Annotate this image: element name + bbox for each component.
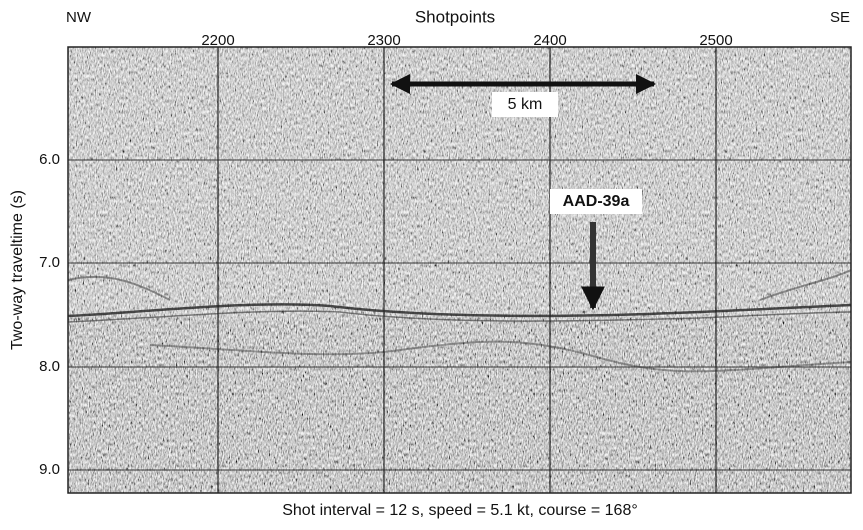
x-tick-label: 2300: [367, 32, 400, 49]
caption: Shot interval = 12 s, speed = 5.1 kt, co…: [282, 502, 638, 519]
y-tick-label: 8.0: [39, 358, 60, 375]
y-tick-label: 6.0: [39, 151, 60, 168]
scale-label: 5 km: [508, 96, 543, 113]
x-tick-label: 2400: [533, 32, 566, 49]
site-label: AAD-39a: [563, 193, 630, 210]
y-tick-label: 7.0: [39, 254, 60, 271]
y-axis-title: Two-way traveltime (s): [9, 190, 26, 350]
plot-frame: [67, 46, 852, 494]
scale-label-box: [492, 92, 558, 117]
site-label-box: [550, 189, 642, 214]
y-tick-label: 9.0: [39, 461, 60, 478]
x-ticks: 2200 2300 2400 2500: [201, 32, 732, 49]
direction-right: SE: [830, 9, 850, 26]
seismic-section: [68, 47, 851, 493]
direction-left: NW: [66, 9, 92, 26]
axis-title: Shotpoints: [415, 7, 495, 26]
x-tick-label: 2200: [201, 32, 234, 49]
x-tick-label: 2500: [699, 32, 732, 49]
